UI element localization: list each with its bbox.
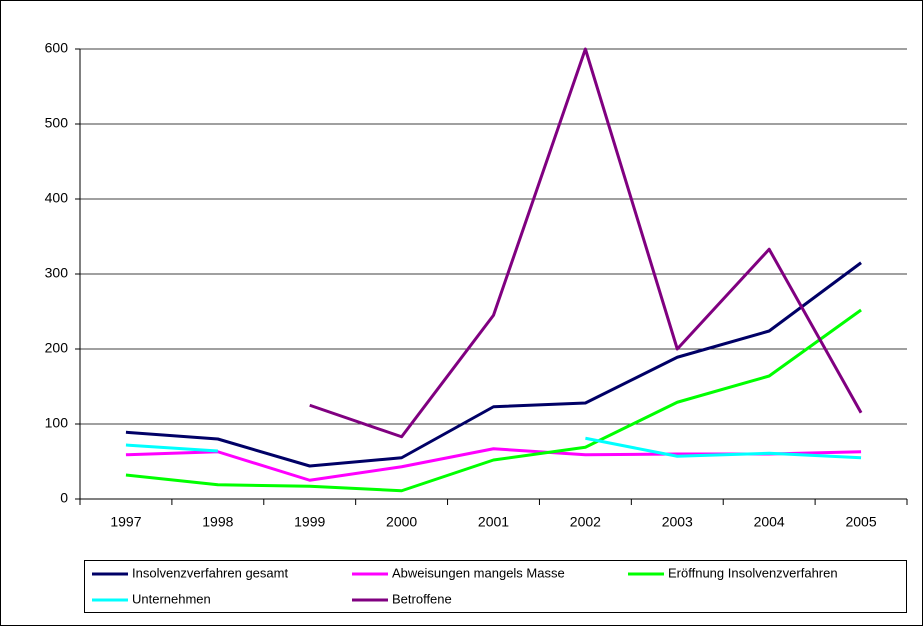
y-tick-label: 300 [45,265,69,281]
legend-label: Unternehmen [132,591,211,606]
x-tick-label: 2005 [845,514,876,530]
data-line [125,261,862,468]
x-tick-label: 2004 [754,514,785,530]
legend-label: Abweisungen mangels Masse [392,565,565,580]
x-tick-label: 1998 [202,514,233,530]
y-tick-label: 200 [45,340,69,356]
x-tick-label: 2003 [662,514,693,530]
x-tick-label: 2001 [478,514,509,530]
y-tick-label: 400 [45,190,69,206]
y-tick-label: 100 [45,415,69,431]
x-tick-label: 2002 [570,514,601,530]
y-tick-label: 500 [45,115,69,131]
legend-label: Eröffnung Insolvenzverfahren [668,565,838,580]
y-tick-label: 0 [60,490,68,506]
y-tick-label: 600 [45,40,69,56]
data-line [125,308,862,493]
legend: Insolvenzverfahren gesamt Abweisungen man… [92,565,838,606]
legend-label: Betroffene [392,591,452,606]
x-tick-label: 1997 [110,514,141,530]
data-line [125,436,862,460]
x-tick-label: 1999 [294,514,325,530]
legend-box [84,560,907,613]
x-tick-label: 2000 [386,514,417,530]
data-line [309,47,863,439]
legend-label: Insolvenzverfahren gesamt [132,565,288,580]
